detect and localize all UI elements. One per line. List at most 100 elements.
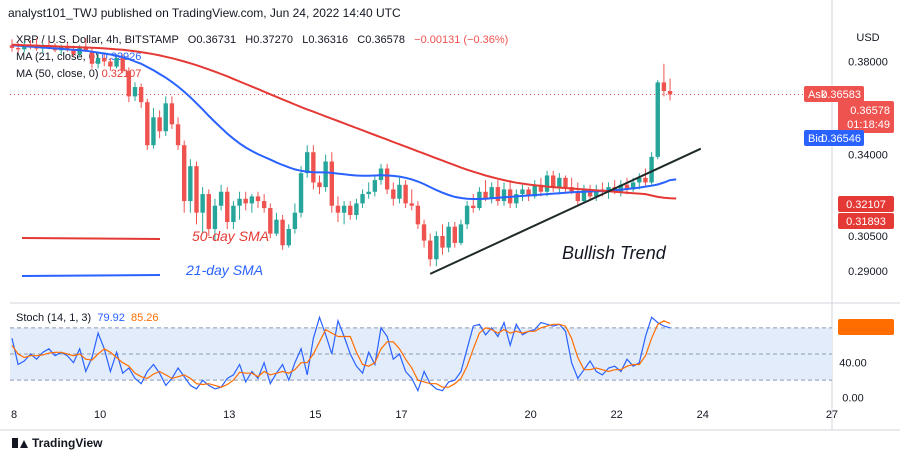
tradingview-brand[interactable]: TradingView [12, 436, 102, 450]
candle-body [188, 166, 193, 202]
stoch-legend[interactable]: Stoch (14, 1, 3) 79.92 85.26 [16, 312, 159, 324]
ask-label: Ask [808, 89, 827, 101]
sma21-annotation: 21-day SMA [186, 262, 264, 278]
candle-body [667, 91, 673, 95]
candle-body [587, 189, 593, 197]
bid-tag-bg [804, 130, 864, 146]
bullish-trend-annotation: Bullish Trend [562, 243, 666, 263]
candle-body [280, 219, 285, 246]
ma21-line [11, 44, 677, 200]
candle-body [102, 57, 107, 62]
candle-body [458, 224, 464, 243]
stoch-overbought-oversold-band [10, 327, 832, 381]
stoch-lines [11, 315, 671, 393]
last-price-tag-bg [838, 101, 894, 133]
candle-body [557, 177, 562, 188]
stoch-tick-label: 40.00 [839, 358, 867, 370]
ma21-tag-bg [838, 213, 894, 229]
candle-body [317, 182, 322, 188]
open-label: O [187, 34, 197, 46]
low-label: L [302, 34, 309, 46]
candle-body [200, 194, 205, 213]
candle-body [237, 198, 242, 206]
stoch-d-value: 85.26 [131, 312, 159, 324]
candle-body [618, 184, 624, 192]
ma50-value: 0.32107 [101, 68, 142, 80]
bid-label: Bid [808, 133, 824, 145]
candle-body [305, 152, 310, 174]
candle-body [114, 57, 119, 67]
candle-body [452, 226, 457, 243]
publish-info: analyst101_TWJ published on TradingView.… [8, 6, 401, 20]
candle-body [630, 182, 636, 190]
candle-body [89, 50, 95, 64]
ma50-tag-bg [838, 196, 894, 212]
candle-body [421, 224, 427, 241]
candle-body [594, 189, 599, 197]
candle-body [501, 189, 507, 202]
candle-body [9, 45, 15, 48]
candle-body [15, 47, 21, 50]
candle-body [384, 168, 390, 190]
symbol-legend: XRP / U.S. Dollar, 4h, BITSTAMP O0.36731… [16, 34, 508, 46]
time-tick-label: 15 [309, 409, 321, 421]
candle-body [403, 184, 408, 204]
candle-body [311, 152, 316, 183]
candle-body [655, 82, 660, 157]
candle-body [532, 184, 537, 197]
candle-body [341, 205, 347, 213]
candle-body [409, 203, 414, 206]
candle-body [218, 191, 224, 206]
candle-body [643, 177, 648, 183]
stoch-band [10, 327, 832, 381]
candle-body [372, 180, 378, 192]
candle-body [95, 57, 101, 64]
candle-body [637, 177, 642, 183]
candle-body [495, 187, 501, 202]
candle-body [489, 187, 494, 199]
time-tick-label: 27 [826, 409, 838, 421]
moving-averages [11, 43, 677, 200]
candle-body [231, 205, 236, 223]
candle-body [526, 189, 531, 197]
candle-body [249, 196, 255, 204]
candle-body [551, 175, 556, 188]
candle-body [360, 194, 365, 204]
candle-body [194, 166, 199, 213]
close-label: C [357, 34, 366, 46]
candle-body [120, 57, 125, 71]
candle-body [335, 205, 341, 213]
candle-body [397, 184, 402, 199]
candle-body [624, 184, 630, 190]
candle-body [544, 175, 550, 192]
candle-body [157, 117, 162, 132]
candle-body [428, 240, 433, 260]
ma50-line [11, 43, 677, 200]
candle-body [323, 161, 328, 188]
time-tick-label: 8 [11, 409, 17, 421]
candle-body [538, 184, 544, 192]
time-tick-label: 10 [94, 409, 106, 421]
time-tick-label: 20 [524, 409, 536, 421]
candles [9, 38, 673, 267]
stoch-k-value: 79.92 [97, 312, 125, 324]
candle-body [298, 173, 304, 213]
change-value: −0.00131 (−0.36%) [414, 34, 509, 46]
symbol-name[interactable]: XRP / U.S. Dollar, 4h, BITSTAMP [16, 34, 179, 46]
sma50-legend-line [21, 237, 161, 240]
time-tick-label: 22 [611, 409, 623, 421]
ma50-legend[interactable]: MA (50, close, 0) 0.32107 [16, 68, 141, 80]
ask-tag-bg [804, 86, 864, 102]
candle-body [415, 205, 421, 225]
tradingview-logo-icon [12, 438, 28, 448]
candle-body [206, 194, 211, 229]
candle-body [348, 205, 353, 216]
ma50-tag-value: 0.32107 [846, 199, 886, 211]
price-tick-label: 0.34000 [848, 150, 888, 162]
candle-body [446, 226, 451, 248]
time-tick-label: 17 [395, 409, 407, 421]
candle-body [329, 161, 334, 206]
candle-body [514, 194, 519, 204]
sma21-legend-line [21, 274, 161, 277]
